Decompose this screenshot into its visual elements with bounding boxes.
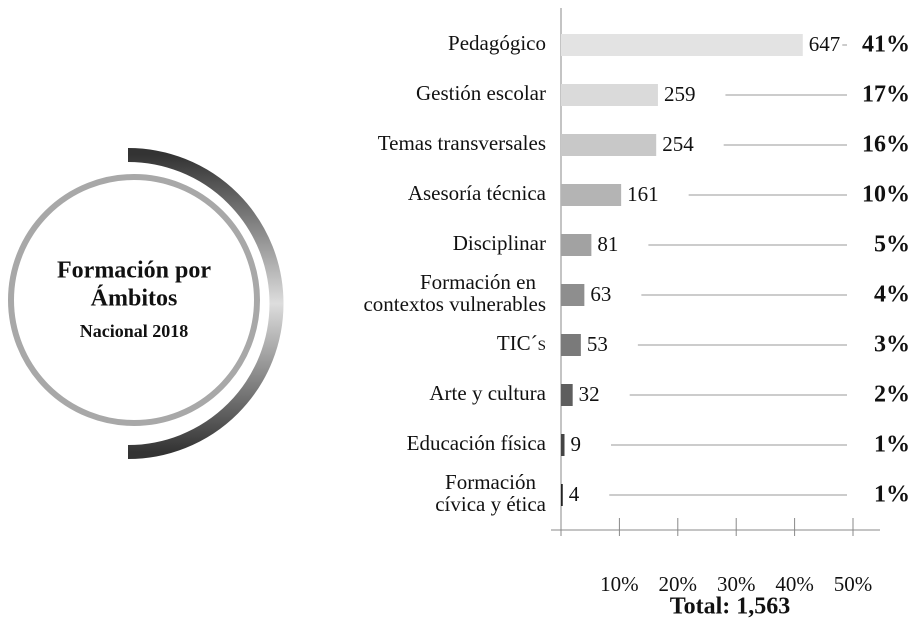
bar [561,184,622,206]
count-label: 647 [809,32,841,56]
bar [561,434,565,456]
category-label: TIC´s [497,331,546,355]
category-label: Asesoría técnica [408,181,547,205]
category-label: Pedagógico [448,31,546,55]
x-tick-label: 50% [834,572,873,596]
count-label: 9 [571,432,582,456]
percent-label: 10% [862,182,910,208]
percent-label: 17% [862,82,910,108]
percent-label: 16% [862,132,910,158]
count-label: 53 [587,332,608,356]
title-line: Ámbitos [91,286,178,312]
category-label: Formación en [420,270,537,294]
total-label: Total: 1,563 [670,594,790,620]
bar [561,84,658,106]
bar [561,134,657,156]
percent-label: 2% [874,382,910,408]
category-label: Formación [445,470,536,494]
title-circle [8,174,260,426]
category-label: contextos vulnerables [363,292,546,316]
subtitle: Nacional 2018 [80,321,189,341]
category-label: Arte y cultura [429,381,546,405]
count-label: 254 [662,132,694,156]
category-label: Temas transversales [378,131,546,155]
count-label: 63 [590,282,611,306]
count-label: 161 [627,182,659,206]
count-label: 259 [664,82,696,106]
percent-label: 1% [874,432,910,458]
percent-label: 1% [874,482,910,508]
count-label: 4 [569,482,580,506]
x-tick-label: 10% [600,572,639,596]
bar [561,484,563,506]
percent-label: 3% [874,332,910,358]
category-label: cívica y ética [435,492,546,516]
x-tick-label: 40% [775,572,814,596]
x-tick-label: 20% [659,572,698,596]
percent-label: 4% [874,282,910,308]
count-label: 32 [579,382,600,406]
category-label: Educación física [407,431,547,455]
bar [561,334,581,356]
percent-label: 41% [862,32,910,58]
category-label: Gestión escolar [416,81,546,105]
bar [561,284,585,306]
bar [561,234,592,256]
x-tick-label: 30% [717,572,756,596]
category-label: Disciplinar [453,231,546,255]
percent-label: 5% [874,232,910,258]
decor-arc [127,148,284,459]
title-line: Formación por [57,258,211,284]
bar [561,34,803,56]
count-label: 81 [597,232,618,256]
bar [561,384,573,406]
